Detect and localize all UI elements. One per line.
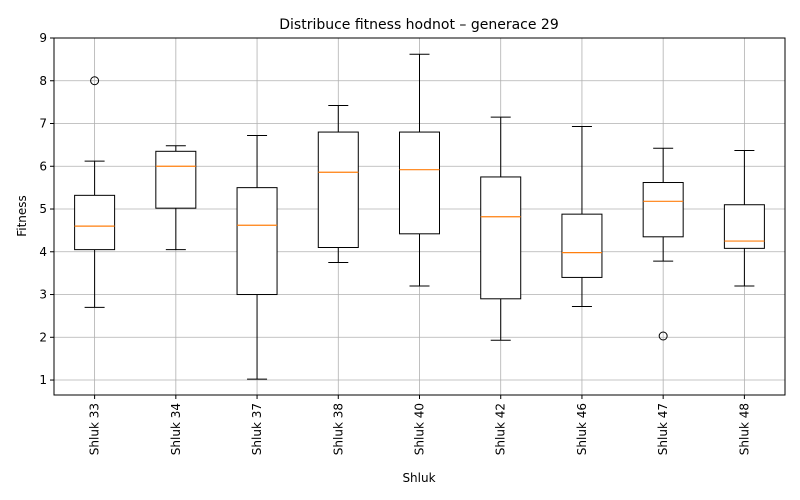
x-axis-label: Shluk <box>402 471 435 485</box>
x-tick-label: Shluk 37 <box>250 403 264 455</box>
x-tick-label: Shluk 34 <box>169 403 183 455</box>
y-tick-label: 8 <box>39 74 47 88</box>
y-tick-label: 3 <box>39 288 47 302</box>
x-tick-label: Shluk 47 <box>656 403 670 455</box>
iqr-box <box>480 176 522 300</box>
x-tick-label: Shluk 40 <box>413 403 427 455</box>
outlier-point <box>658 331 668 341</box>
x-tick-label: Shluk 48 <box>737 403 751 455</box>
y-axis-label: Fitness <box>15 195 29 237</box>
iqr-box <box>561 213 603 278</box>
x-axis-ticks: Shluk 33 Shluk 34 Shluk 37 Shluk 38 Shluk 40… <box>88 395 751 455</box>
y-tick-label: 6 <box>39 159 47 173</box>
box-shluk-42 <box>480 116 522 341</box>
box-shluk-37 <box>236 134 278 380</box>
y-axis-ticks: 1 2 3 4 5 6 7 8 9 <box>39 31 54 387</box>
iqr-box <box>74 194 116 251</box>
y-tick-label: 7 <box>39 117 47 131</box>
box-shluk-38 <box>317 105 359 263</box>
y-tick-label: 5 <box>39 202 47 216</box>
x-tick-label: Shluk 46 <box>575 403 589 455</box>
x-tick-label: Shluk 42 <box>494 403 508 455</box>
y-tick-label: 9 <box>39 31 47 45</box>
iqr-box <box>317 131 359 248</box>
x-tick-label: Shluk 38 <box>331 403 345 455</box>
iqr-box <box>399 131 440 235</box>
box-shluk-47 <box>642 147 684 341</box>
iqr-box <box>642 182 684 238</box>
boxes-layer <box>74 53 765 380</box>
x-tick-label: Shluk 33 <box>88 403 102 455</box>
box-shluk-33 <box>74 76 116 308</box>
chart-title: Distribuce fitness hodnot – generace 29 <box>279 17 559 33</box>
box-shluk-48 <box>723 149 765 287</box>
y-tick-label: 4 <box>39 245 47 259</box>
outlier-point <box>90 76 100 86</box>
box-shluk-46 <box>561 126 603 307</box>
box-shluk-34 <box>155 145 197 251</box>
iqr-box <box>723 204 765 249</box>
iqr-box <box>155 150 197 209</box>
box-shluk-40 <box>399 53 440 287</box>
iqr-box <box>236 187 278 296</box>
y-tick-label: 2 <box>39 330 47 344</box>
y-tick-label: 1 <box>39 373 47 387</box>
